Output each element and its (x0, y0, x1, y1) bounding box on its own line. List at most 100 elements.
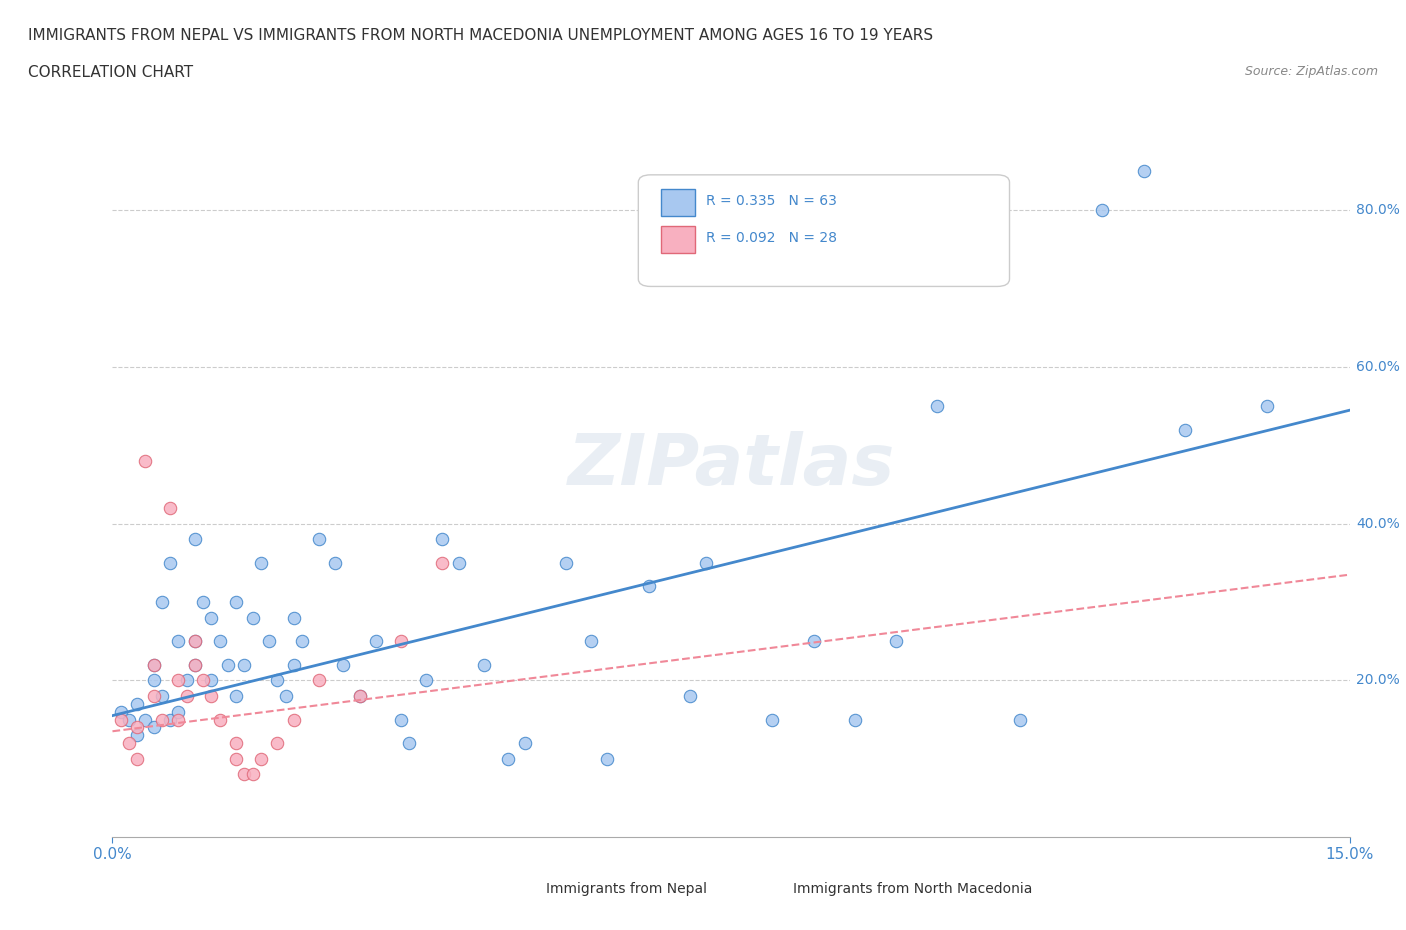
Point (579, 633, 602, 648)
Text: R = 0.335   N = 63: R = 0.335 N = 63 (706, 193, 837, 208)
Point (184, 633, 207, 648)
Point (184, 658, 207, 672)
Text: R = 0.092   N = 28: R = 0.092 N = 28 (706, 231, 838, 246)
Point (142, 673, 165, 688)
Text: 80.0%: 80.0% (1355, 204, 1400, 218)
Point (389, 633, 412, 648)
Point (167, 704, 190, 719)
Point (233, 767, 256, 782)
Point (134, 712, 156, 727)
Point (225, 688, 247, 703)
Point (1008, 712, 1031, 727)
Point (150, 688, 173, 703)
Point (110, 704, 132, 719)
Point (118, 712, 141, 727)
Bar (489, 878, 533, 900)
Point (193, 673, 215, 688)
Point (844, 712, 866, 727)
Point (884, 633, 907, 648)
Point (927, 399, 949, 414)
Point (695, 555, 717, 570)
Point (225, 736, 247, 751)
Point (266, 736, 288, 751)
Point (1256, 399, 1278, 414)
Point (150, 594, 173, 609)
Point (415, 673, 437, 688)
Point (1132, 164, 1154, 179)
Point (323, 555, 346, 570)
Point (167, 673, 190, 688)
Point (637, 579, 659, 594)
Point (257, 633, 280, 648)
Point (159, 555, 181, 570)
Point (176, 673, 198, 688)
Point (127, 751, 149, 766)
Point (159, 500, 181, 515)
Point (200, 688, 222, 703)
Point (274, 688, 297, 703)
Point (332, 658, 354, 672)
Point (349, 688, 371, 703)
Point (184, 658, 207, 672)
Point (184, 532, 207, 547)
Text: CORRELATION CHART: CORRELATION CHART (28, 65, 193, 80)
Bar (737, 878, 780, 900)
Point (233, 658, 256, 672)
Point (283, 658, 305, 672)
Point (761, 712, 783, 727)
Point (127, 728, 149, 743)
Point (283, 610, 305, 625)
Point (134, 454, 156, 469)
Point (167, 633, 190, 648)
Point (142, 658, 165, 672)
Point (366, 633, 388, 648)
Point (266, 673, 288, 688)
Point (200, 673, 222, 688)
Point (242, 610, 264, 625)
Point (118, 736, 141, 751)
Point (432, 532, 454, 547)
Text: Immigrants from North Macedonia: Immigrants from North Macedonia (793, 882, 1032, 897)
Text: Source: ZipAtlas.com: Source: ZipAtlas.com (1244, 65, 1378, 78)
Point (208, 633, 231, 648)
Point (432, 555, 454, 570)
Point (225, 751, 247, 766)
Point (167, 712, 190, 727)
Point (142, 720, 165, 735)
Point (127, 720, 149, 735)
Point (679, 688, 702, 703)
Point (184, 633, 207, 648)
Point (217, 658, 239, 672)
Point (150, 712, 173, 727)
Text: Immigrants from Nepal: Immigrants from Nepal (546, 882, 707, 897)
Point (250, 751, 273, 766)
Point (291, 633, 314, 648)
Point (283, 712, 305, 727)
Text: 40.0%: 40.0% (1355, 517, 1400, 531)
Bar (661, 226, 695, 253)
Point (555, 555, 578, 570)
FancyBboxPatch shape (638, 175, 1010, 286)
Text: 20.0%: 20.0% (1355, 673, 1400, 687)
Point (308, 673, 330, 688)
Bar (661, 189, 695, 216)
Point (159, 712, 181, 727)
Point (1091, 203, 1114, 218)
Point (110, 712, 132, 727)
Text: IMMIGRANTS FROM NEPAL VS IMMIGRANTS FROM NORTH MACEDONIA UNEMPLOYMENT AMONG AGES: IMMIGRANTS FROM NEPAL VS IMMIGRANTS FROM… (28, 28, 934, 43)
Point (308, 532, 330, 547)
Point (513, 736, 536, 751)
Text: 60.0%: 60.0% (1355, 360, 1400, 374)
Point (142, 688, 165, 703)
Point (389, 712, 412, 727)
Point (242, 767, 264, 782)
Text: ZIPatlas: ZIPatlas (568, 431, 894, 499)
Point (127, 697, 149, 711)
Point (208, 712, 231, 727)
Point (193, 594, 215, 609)
Point (176, 688, 198, 703)
Point (472, 658, 495, 672)
Point (225, 594, 247, 609)
Point (142, 658, 165, 672)
Point (447, 555, 470, 570)
